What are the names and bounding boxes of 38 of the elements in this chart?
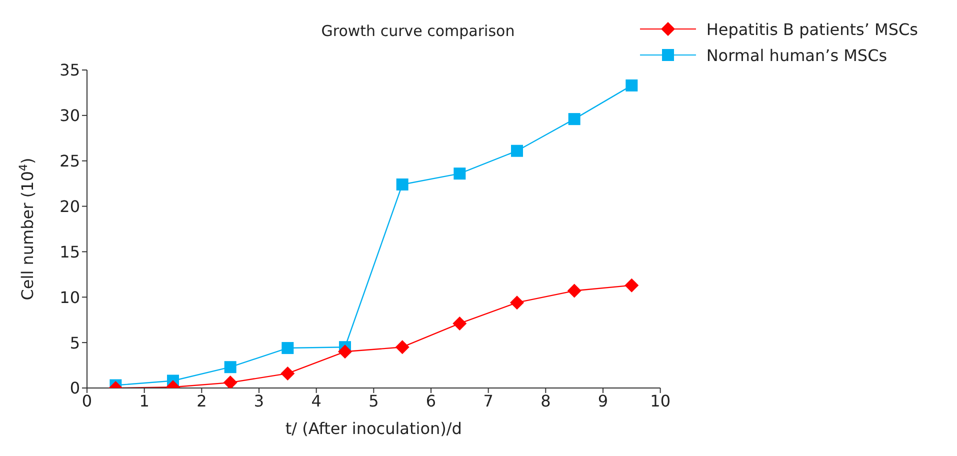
- legend-label: Normal human’s MSCs: [706, 46, 888, 64]
- x-tick-label: 1: [139, 391, 150, 410]
- x-tick-label: 3: [254, 391, 264, 410]
- point: [280, 366, 295, 380]
- x-tick-label: 6: [426, 391, 436, 410]
- point: [510, 296, 524, 310]
- point: [567, 284, 582, 298]
- point: [282, 342, 294, 354]
- y-tick-label: 10: [60, 288, 80, 307]
- x-tick-label: 7: [483, 391, 494, 410]
- point: [223, 376, 238, 388]
- point: [624, 278, 639, 292]
- y-tick-label: 15: [60, 242, 80, 262]
- y-tick-label: 20: [60, 196, 80, 216]
- x-tick-label: 8: [540, 391, 551, 410]
- point: [338, 344, 352, 359]
- y-tick-label: 0: [70, 378, 80, 398]
- y-tick-label: 35: [60, 60, 80, 80]
- y-tick-label: 25: [60, 152, 80, 171]
- chart-title: Growth curve comparison: [321, 22, 515, 40]
- x-tick-label: 10: [650, 391, 671, 410]
- x-axis-title: t/ (After inoculation)/d: [285, 419, 462, 438]
- y-tick-label: 5: [70, 333, 80, 352]
- point: [452, 316, 467, 330]
- point: [510, 144, 523, 157]
- point: [396, 178, 408, 190]
- x-tick-label: 0: [82, 391, 92, 410]
- legend-label: Hepatitis B patients’ MSCs: [706, 20, 918, 38]
- x-tick-label: 2: [196, 391, 207, 410]
- point: [454, 168, 466, 180]
- y-tick-label: 30: [60, 106, 80, 126]
- point: [568, 113, 580, 126]
- x-tick-label: 4: [311, 391, 322, 410]
- x-tick-label: 5: [368, 391, 379, 410]
- point: [395, 340, 410, 354]
- point: [626, 79, 638, 92]
- point: [224, 361, 236, 374]
- x-tick-label: 9: [598, 391, 608, 410]
